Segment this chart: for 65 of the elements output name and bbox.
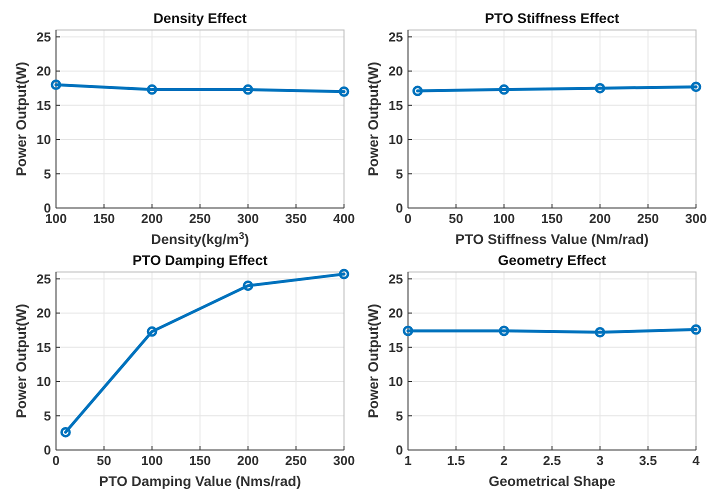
x-tick-label: 400 — [333, 211, 355, 226]
y-tick-label: 0 — [396, 200, 403, 216]
y-tick-label: 10 — [36, 132, 51, 148]
y-tick-label: 5 — [44, 166, 51, 182]
x-tick-label: 100 — [493, 211, 515, 226]
y-tick-label: 10 — [36, 374, 51, 390]
x-tick-label: 250 — [285, 453, 307, 468]
chart-title: PTO Stiffness Effect — [484, 10, 620, 26]
x-tick-label: 300 — [685, 211, 707, 226]
y-tick-label: 25 — [388, 271, 403, 286]
x-tick-label: 250 — [637, 211, 659, 226]
x-tick-label: 100 — [141, 453, 163, 468]
y-tick-label: 15 — [36, 340, 51, 355]
y-tick-label: 25 — [36, 271, 51, 286]
x-tick-label: 250 — [189, 211, 211, 226]
x-tick-label: 200 — [237, 453, 259, 468]
x-tick-label: 2.5 — [542, 453, 562, 468]
point — [338, 268, 350, 280]
chart-title: Geometry Effect — [498, 252, 606, 268]
x-tick-label: 150 — [93, 211, 115, 226]
y-axis-title: Power Output(W) — [365, 304, 381, 418]
y-tick-label: 15 — [388, 340, 403, 355]
x-tick-label: 50 — [448, 211, 464, 226]
point — [60, 426, 71, 438]
x-tick-label: 4 — [692, 453, 700, 468]
y-tick-label: 10 — [388, 374, 403, 390]
x-tick-label: 350 — [285, 211, 307, 226]
y-tick-label: 20 — [36, 64, 51, 79]
y-tick-label: 5 — [396, 408, 403, 424]
x-axis-title: PTO Damping Value (Nms/rad) — [98, 473, 302, 489]
y-tick-label: 15 — [388, 98, 403, 113]
y-tick-label: 20 — [36, 306, 51, 321]
x-tick-label: 50 — [96, 453, 112, 468]
point — [242, 280, 254, 291]
x-tick-label: 150 — [189, 453, 211, 468]
chart-title: PTO Damping Effect — [132, 252, 268, 268]
y-tick-label: 20 — [388, 306, 403, 321]
x-tick-label: 3 — [596, 453, 604, 468]
x-tick-label: 1.5 — [446, 453, 466, 468]
x-tick-label: 300 — [237, 211, 259, 226]
y-tick-label: 0 — [396, 442, 403, 458]
y-tick-label: 25 — [388, 29, 403, 44]
x-tick-label: 100 — [45, 211, 67, 226]
y-tick-label: 5 — [44, 408, 51, 424]
chart-title: Density Effect — [153, 10, 248, 26]
x-tick-label: 200 — [589, 211, 611, 226]
y-tick-label: 10 — [388, 132, 403, 148]
x-tick-label: 200 — [141, 211, 163, 226]
y-axis-title: Power Output(W) — [13, 62, 29, 176]
y-tick-label: 15 — [36, 98, 51, 113]
x-tick-label: 300 — [333, 453, 355, 468]
y-tick-label: 5 — [396, 166, 403, 182]
y-tick-label: 0 — [44, 442, 51, 458]
y-axis-title: Power Output(W) — [365, 62, 381, 176]
x-axis-title: PTO Stiffness Value (Nm/rad) — [455, 231, 649, 247]
y-tick-label: 25 — [36, 29, 51, 44]
x-axis-title: Density(kg/m$^{3}$) — [150, 230, 250, 247]
y-axis-title: Power Output(W) — [13, 304, 29, 418]
x-tick-label: 2 — [500, 453, 508, 468]
x-tick-label: 1 — [404, 453, 412, 468]
x-tick-label: 150 — [541, 211, 563, 226]
x-axis-title: Geometrical Shape — [488, 473, 616, 489]
point — [146, 326, 158, 337]
x-tick-label: 3.5 — [638, 453, 658, 468]
y-tick-label: 20 — [388, 64, 403, 79]
